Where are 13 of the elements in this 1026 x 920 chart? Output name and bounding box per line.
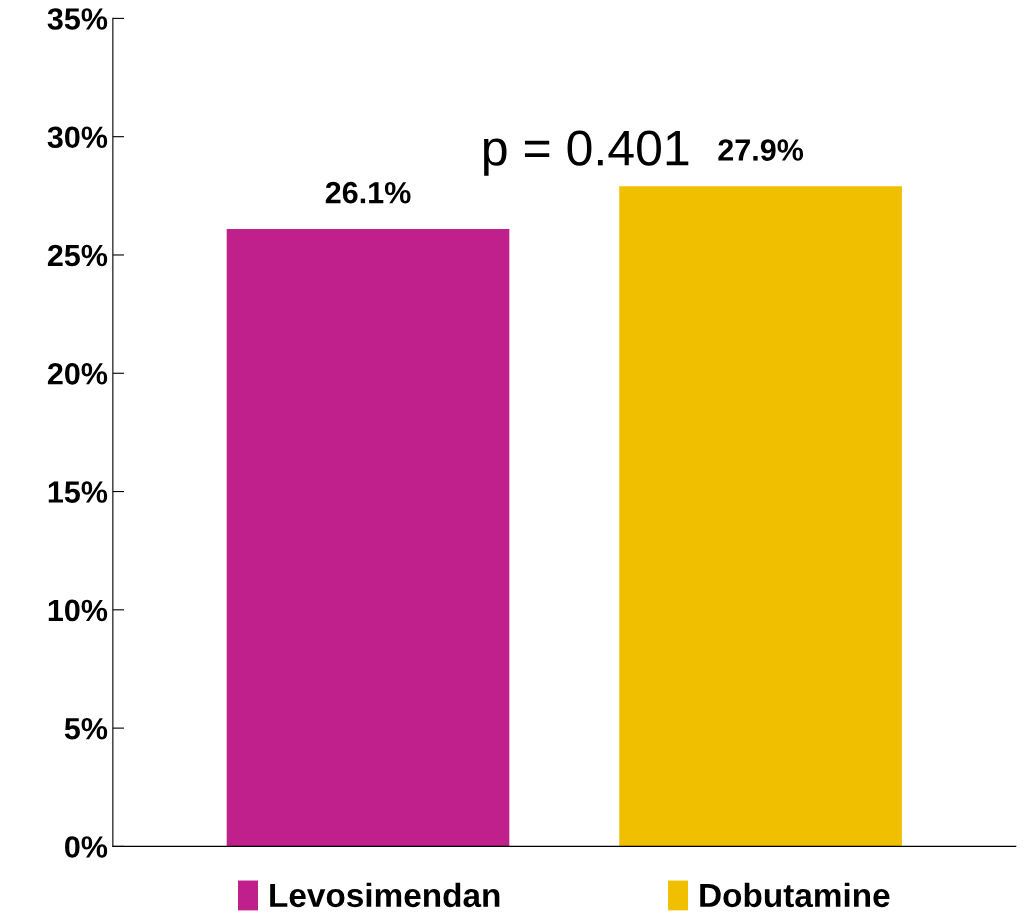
- y-tick-label: 10%: [48, 599, 108, 622]
- y-tick-label: 0%: [65, 836, 108, 858]
- y-tick-label: 35%: [47, 8, 108, 30]
- legend-label: Levosimendan: [270, 882, 500, 908]
- annotation: p = 0.401: [484, 130, 689, 176]
- y-tick-label: 15%: [48, 481, 108, 503]
- legend-label: Dobutamine: [700, 882, 890, 908]
- y-tick-label: 25%: [47, 244, 108, 267]
- y-tick-label: 20%: [47, 362, 108, 385]
- data-label: 26.1%: [325, 181, 411, 204]
- y-tick-label: 5%: [64, 717, 108, 740]
- data-label: 27.9%: [718, 139, 804, 161]
- y-tick-label: 30%: [47, 126, 108, 149]
